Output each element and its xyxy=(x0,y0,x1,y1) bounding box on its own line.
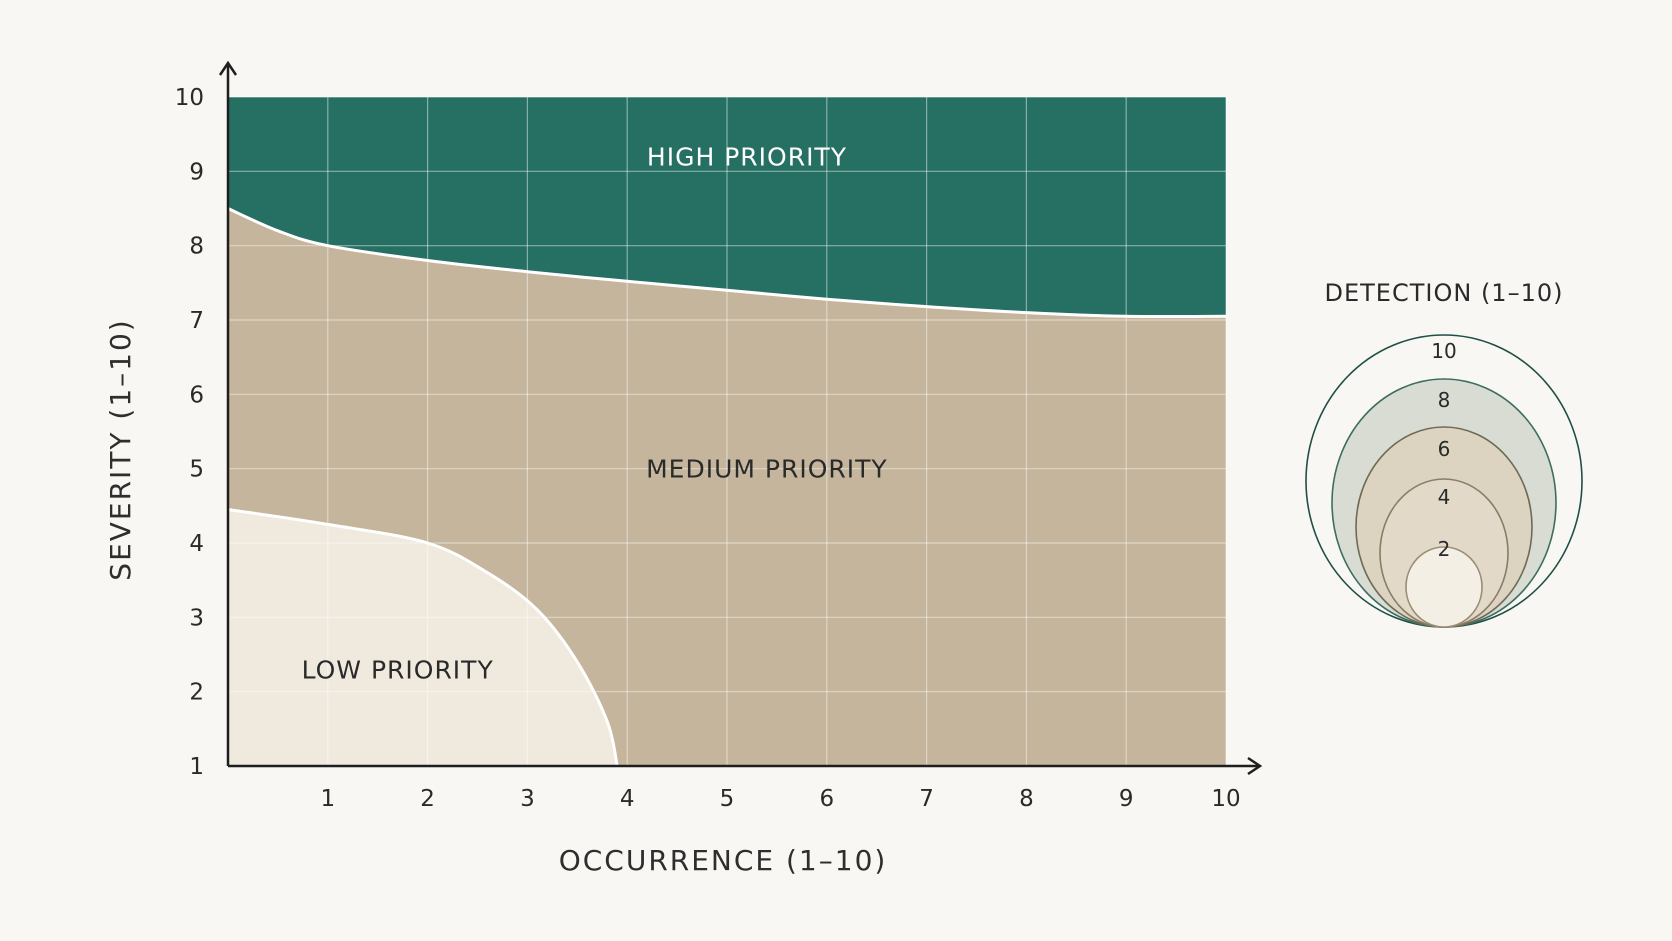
legend-circle-2 xyxy=(1405,546,1483,628)
y-tick-label: 6 xyxy=(189,382,204,408)
y-axis-title: SEVERITY (1–10) xyxy=(104,318,137,580)
x-axis-title: OCCURRENCE (1–10) xyxy=(559,844,888,877)
x-tick-label: 8 xyxy=(1019,786,1034,812)
region-low-priority xyxy=(228,509,618,766)
x-tick-label: 10 xyxy=(1211,786,1240,812)
y-tick-label: 2 xyxy=(189,680,204,706)
y-tick-label: 10 xyxy=(175,85,204,111)
x-tick-label: 4 xyxy=(620,786,635,812)
y-tick-label: 9 xyxy=(189,159,204,185)
legend-title: DETECTION (1–10) xyxy=(1325,279,1564,307)
axes: 1 2 3 4 5 6 7 8 9 10 1 2 3 4 5 6 7 8 9 10 OCCURRENCE (1–10… xyxy=(104,60,1263,877)
x-tick-labels: 1 2 3 4 5 6 7 8 9 10 xyxy=(320,786,1240,812)
y-axis-arrow-icon xyxy=(218,60,238,76)
gridlines xyxy=(228,96,1227,767)
x-tick-label: 5 xyxy=(720,786,735,812)
y-tick-label: 5 xyxy=(189,457,204,483)
region-labels: HIGH PRIORITY MEDIUM PRIORITY LOW PRIORITY xyxy=(302,142,888,684)
legend-label-4: 4 xyxy=(1438,485,1451,509)
y-tick-label: 1 xyxy=(189,754,204,780)
y-tick-label: 7 xyxy=(189,308,204,334)
x-axis-arrow-icon xyxy=(1247,756,1263,776)
high-priority-boundary-line xyxy=(227,207,1227,319)
legend-label-6: 6 xyxy=(1438,437,1451,461)
x-tick-label: 6 xyxy=(819,786,834,812)
x-tick-label: 7 xyxy=(919,786,934,812)
y-tick-labels: 1 2 3 4 5 6 7 8 9 10 xyxy=(175,85,204,780)
x-tick-label: 3 xyxy=(520,786,535,812)
x-tick-label: 1 xyxy=(320,786,335,812)
plot-area: HIGH PRIORITY MEDIUM PRIORITY LOW PRIORITY xyxy=(227,96,1227,767)
region-label-high-priority: HIGH PRIORITY xyxy=(647,142,847,171)
y-tick-label: 3 xyxy=(189,605,204,631)
region-label-low-priority: LOW PRIORITY xyxy=(302,655,494,684)
legend-label-8: 8 xyxy=(1438,388,1451,412)
detection-legend: DETECTION (1–10) 10 8 6 4 2 xyxy=(1305,279,1583,628)
y-tick-label: 8 xyxy=(189,234,204,260)
x-tick-label: 2 xyxy=(420,786,435,812)
y-tick-label: 4 xyxy=(189,531,204,557)
region-label-medium-priority: MEDIUM PRIORITY xyxy=(646,455,888,484)
low-priority-boundary-line xyxy=(227,508,619,767)
legend-label-2: 2 xyxy=(1438,537,1451,561)
legend-label-10: 10 xyxy=(1431,339,1456,363)
legend-circles: 10 8 6 4 2 xyxy=(1305,334,1583,628)
x-tick-label: 9 xyxy=(1119,786,1134,812)
region-high-priority xyxy=(228,97,1226,317)
